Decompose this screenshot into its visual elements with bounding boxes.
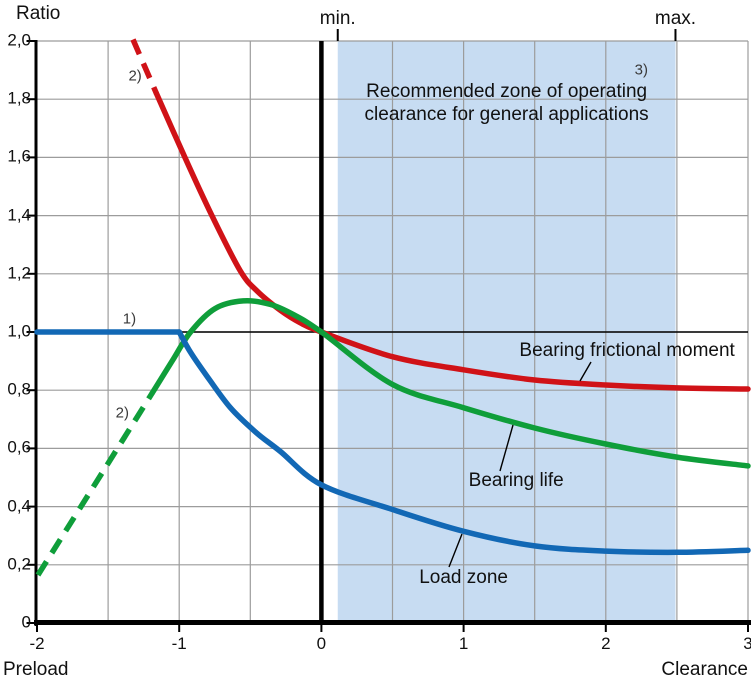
y-tick-label-1-2: 1,2 — [7, 263, 31, 283]
x-axis-title-preload: Preload — [3, 659, 69, 680]
x-tick-label-0: 0 — [316, 634, 327, 653]
load-zone-curve-solid — [176, 329, 751, 556]
x-tick-label--2: -2 — [29, 634, 45, 653]
footnote-marker-3: 3) — [634, 61, 649, 79]
curve-label-bearing-frictional-moment: Bearing frictional moment — [519, 339, 735, 361]
x-tick-label-1: 1 — [458, 634, 469, 653]
y-axis-title: Ratio — [16, 3, 61, 24]
curve-label-bearing-life: Bearing life — [468, 469, 564, 491]
y-tick-label-0-6: 0,6 — [7, 437, 31, 457]
zone-max-label: max. — [654, 8, 697, 29]
y-tick-label-1-0: 1,0 — [7, 321, 31, 341]
y-tick-label-0-4: 0,4 — [7, 496, 31, 516]
y-tick-label-2-0: 2,0 — [7, 30, 31, 50]
x-tick-label--1: -1 — [171, 634, 187, 653]
zone-min-label: min. — [319, 8, 356, 29]
bearing-life-curve-dashed — [35, 391, 155, 577]
y-tick-label-0-2: 0,2 — [7, 554, 31, 574]
zone-description-line2: clearance for general applications — [364, 104, 649, 125]
zone-description-line1: Recommended zone of operating — [366, 81, 648, 102]
y-tick-label-1-4: 1,4 — [7, 205, 31, 225]
x-axis-title-clearance: Clearance — [661, 659, 748, 680]
y-tick-label-0-8: 0,8 — [7, 379, 31, 399]
bearing-frictional-moment-leader-line — [579, 361, 592, 382]
bearing-life-leader-line — [499, 424, 514, 472]
zone-description: Recommended zone of operating clearance … — [365, 80, 649, 126]
load-zone-leader-line — [448, 533, 463, 568]
y-tick-label-0: 0 — [21, 612, 31, 632]
footnote-marker-2-bottom: 2) — [115, 404, 129, 422]
bearing-frictional-moment-curve-dashed — [130, 38, 159, 95]
y-tick-label-1-6: 1,6 — [7, 146, 31, 166]
footnote-marker-1: 1) — [122, 310, 137, 328]
bearing-life-curve-solid — [149, 297, 751, 469]
x-tick-label-2: 2 — [601, 634, 611, 653]
y-tick-label-1-8: 1,8 — [7, 88, 31, 108]
footnote-marker-2-top: 2) — [128, 67, 142, 85]
x-tick-label-3: 3 — [743, 634, 751, 653]
curve-label-load-zone: Load zone — [419, 566, 508, 588]
